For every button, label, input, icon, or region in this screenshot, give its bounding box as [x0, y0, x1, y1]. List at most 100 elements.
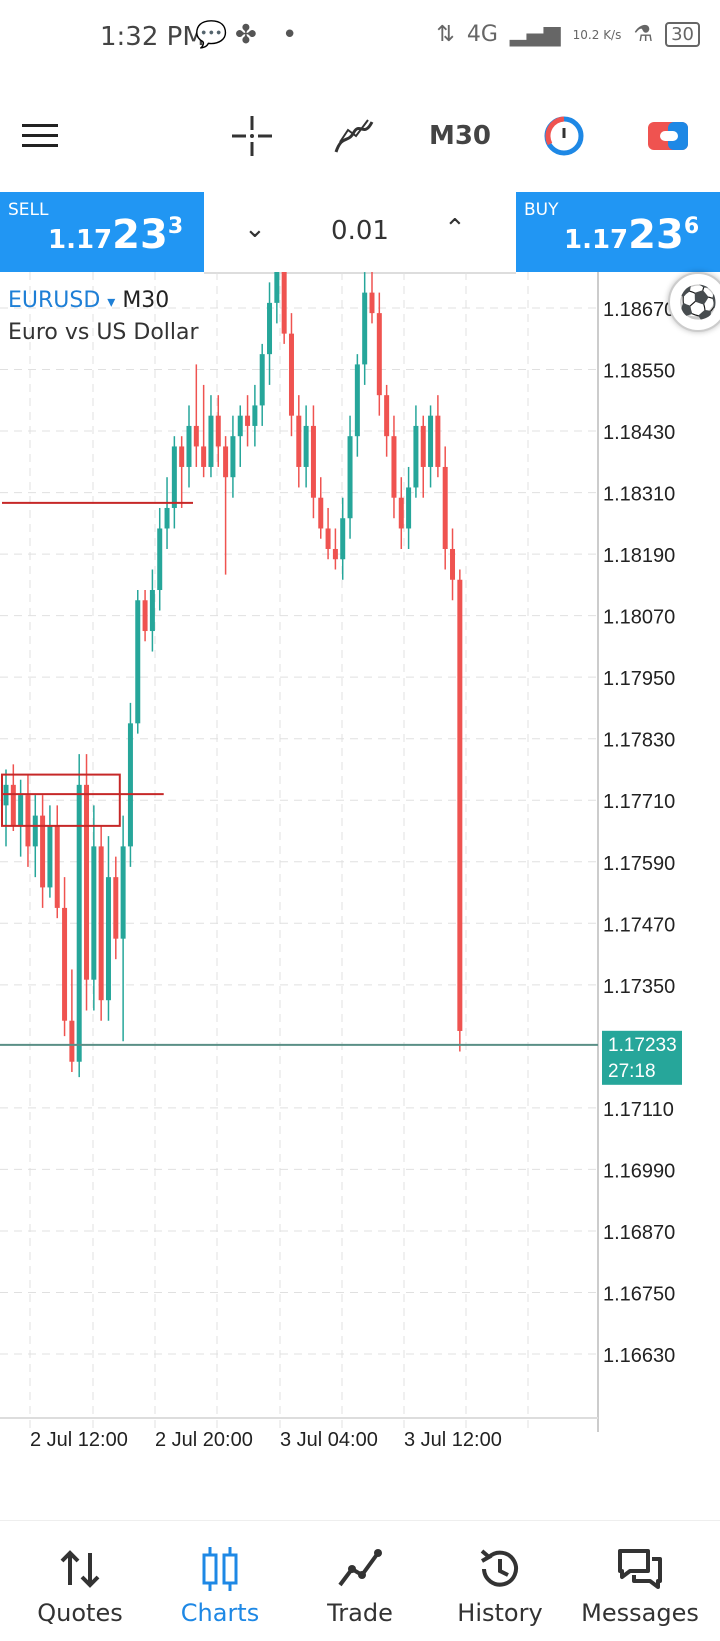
pinwheel-icon: ✤	[235, 20, 257, 50]
chevron-down-icon[interactable]: ⌄	[244, 214, 266, 244]
chat-icon: 💬	[195, 20, 228, 50]
rectangle-object[interactable]	[1, 773, 121, 827]
x-tick-label: 3 Jul 12:00	[404, 1429, 502, 1451]
x-tick-label: 2 Jul 12:00	[30, 1429, 128, 1451]
candle-body	[442, 466, 448, 549]
candle-body	[406, 487, 412, 529]
candle-body	[98, 846, 104, 1001]
nav-quotes[interactable]: Quotes	[8, 1521, 152, 1641]
y-tick-label: 1.16750	[603, 1283, 675, 1305]
candle-body	[245, 415, 251, 426]
candle-body	[267, 302, 273, 355]
candle-body	[428, 415, 434, 467]
candle-body	[230, 436, 236, 478]
timeframe-button[interactable]: M30	[428, 121, 492, 151]
y-tick-label: 1.18430	[603, 422, 675, 444]
current-price-box	[602, 1030, 682, 1085]
lot-value[interactable]: 0.01	[331, 216, 389, 246]
network-type: 4G	[466, 22, 498, 47]
candle-body	[340, 518, 346, 560]
candle-body	[310, 425, 316, 498]
candle-body	[325, 528, 331, 549]
nav-charts-label: Charts	[180, 1599, 260, 1627]
network-speed: 10.2 K/s	[572, 27, 622, 42]
y-tick-label: 1.16990	[603, 1160, 675, 1182]
buy-price: 1.17236	[564, 212, 700, 258]
chevron-up-icon[interactable]: ⌃	[444, 214, 466, 244]
symbol-dropdown-icon[interactable]: ▾	[107, 292, 116, 311]
sell-button[interactable]: SELL 1.17233	[0, 192, 204, 272]
candle-body	[420, 425, 426, 467]
status-time: 1:32 PM	[100, 22, 205, 52]
candle-body	[274, 272, 280, 303]
candle-body	[252, 405, 258, 426]
status-right: ⇅ 4G ▂▄▆ 10.2 K/s ⚗ 30	[436, 22, 700, 47]
nav-history[interactable]: History	[428, 1521, 572, 1641]
candle-body	[179, 446, 185, 467]
candle-body	[457, 579, 463, 1031]
candle-body	[113, 877, 119, 939]
chart-timeframe: M30	[122, 288, 170, 313]
toggle-icon[interactable]	[644, 112, 692, 160]
nav-messages[interactable]: Messages	[568, 1521, 712, 1641]
price-chart[interactable]: 1.18670 1.18550 1.18430 1.18310 1.18190 1.180…	[0, 272, 720, 1482]
candle-body	[332, 548, 338, 560]
candle-body	[47, 825, 53, 888]
candle-body	[127, 723, 133, 847]
candle-body	[18, 795, 24, 826]
sell-price: 1.17233	[48, 212, 184, 258]
y-tick-label: 1.17710	[603, 791, 675, 813]
candle-body	[25, 795, 31, 847]
y-tick-label: 1.18190	[603, 545, 675, 567]
y-tick-label: 1.16630	[603, 1345, 675, 1367]
candle-body	[201, 446, 207, 467]
candle-body	[413, 425, 419, 488]
candle-body	[62, 907, 68, 1021]
candle-countdown: 27:18	[608, 1061, 656, 1082]
hamburger-icon[interactable]	[16, 112, 64, 160]
candle-body	[223, 446, 229, 478]
y-tick-label: 1.17470	[603, 914, 675, 936]
current-price-label: 1.17233	[608, 1035, 677, 1056]
y-tick-label: 1.17830	[603, 730, 675, 752]
charts-icon	[202, 1547, 238, 1591]
trade-icon	[338, 1549, 382, 1587]
sell-label: SELL	[8, 200, 49, 220]
crosshair-icon[interactable]	[228, 112, 276, 160]
candle-body	[91, 846, 97, 980]
data-arrows-icon: ⇅	[436, 22, 455, 47]
y-tick-label: 1.17110	[603, 1099, 674, 1121]
objects-icon[interactable]	[540, 112, 588, 160]
candle-body	[54, 825, 60, 908]
lot-selector: ⌄ 0.01 ⌃	[204, 192, 516, 274]
y-tick-label: 1.18070	[603, 607, 675, 629]
status-bar: 1:32 PM 💬 ✤ • ⇅ 4G ▂▄▆ 10.2 K/s ⚗ 30	[0, 0, 720, 80]
candle-body	[40, 815, 46, 888]
candle-body	[105, 877, 111, 1001]
candle-body	[281, 272, 287, 334]
candle-body	[149, 590, 155, 632]
candle-body	[3, 784, 9, 806]
candle-body	[384, 395, 390, 437]
nav-trade-label: Trade	[327, 1599, 393, 1627]
bottom-navigation: Quotes Charts Trade History Messages	[0, 1520, 720, 1641]
y-tick-label: 1.18310	[603, 484, 675, 506]
candle-body	[157, 528, 163, 591]
nav-charts[interactable]: Charts	[148, 1521, 292, 1641]
candle-body	[376, 313, 382, 396]
nav-trade[interactable]: Trade	[288, 1521, 432, 1641]
candle-body	[208, 415, 214, 467]
candle-body	[193, 425, 199, 447]
x-tick-label: 3 Jul 04:00	[280, 1429, 378, 1451]
candle-body	[32, 815, 38, 847]
soccer-ball-icon[interactable]: ⚽	[668, 272, 720, 332]
candle-body	[288, 333, 294, 416]
buy-button[interactable]: BUY 1.17236	[516, 192, 720, 272]
nav-quotes-label: Quotes	[37, 1599, 123, 1627]
y-tick-label: 1.17350	[603, 976, 675, 998]
candle-body	[120, 846, 126, 939]
candle-body	[318, 497, 324, 529]
battery-level: 30	[665, 22, 700, 47]
symbol-name[interactable]: EURUSD	[8, 288, 101, 313]
indicator-icon[interactable]	[330, 112, 378, 160]
